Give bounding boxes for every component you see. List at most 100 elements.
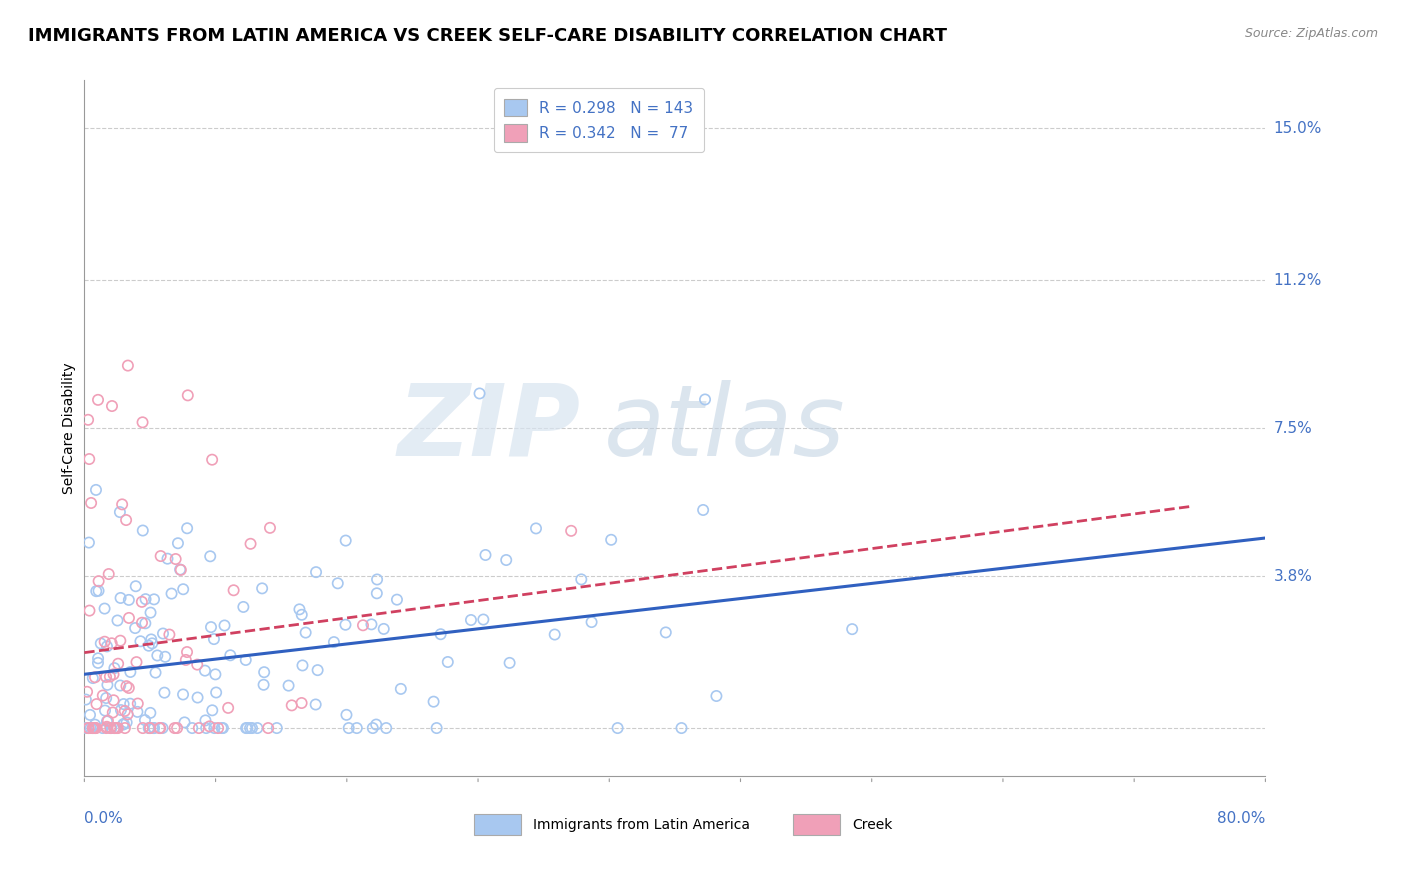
Point: [110, 633, 132, 648]
Point: [127, 705, 149, 719]
Point: [186, 657, 208, 672]
Point: [156, 551, 179, 566]
Point: [606, 721, 628, 735]
Point: [375, 721, 398, 735]
Point: [87, 392, 110, 407]
Point: [291, 696, 314, 710]
Point: [96, 640, 118, 654]
Point: [125, 655, 148, 669]
Point: [97, 567, 120, 582]
Point: [198, 719, 221, 733]
Point: [187, 721, 209, 735]
Point: [172, 582, 194, 597]
Point: [87, 656, 110, 670]
Point: [219, 648, 242, 663]
Point: [132, 524, 155, 538]
Point: [111, 717, 134, 731]
Point: [194, 714, 217, 728]
Point: [139, 606, 162, 620]
Point: [232, 599, 254, 614]
Point: [82, 721, 104, 735]
Point: [671, 721, 693, 735]
Point: [160, 586, 183, 600]
Point: [692, 503, 714, 517]
Point: [149, 721, 172, 735]
Point: [107, 721, 129, 735]
Point: [112, 697, 135, 711]
Point: [194, 664, 217, 678]
Point: [84, 483, 107, 497]
Point: [103, 693, 125, 707]
Point: [841, 622, 863, 636]
Point: [366, 573, 388, 587]
Point: [524, 521, 547, 535]
Point: [120, 665, 142, 679]
Point: [96, 721, 118, 735]
Text: Creek: Creek: [852, 818, 893, 831]
Point: [112, 717, 135, 731]
Point: [82, 671, 104, 685]
Text: atlas: atlas: [605, 380, 845, 476]
Point: [94, 704, 117, 718]
Point: [280, 698, 302, 713]
Point: [187, 690, 209, 705]
Point: [87, 574, 110, 589]
Point: [134, 616, 156, 631]
Point: [97, 714, 120, 728]
Point: [152, 721, 174, 735]
Point: [204, 667, 226, 681]
Point: [82, 721, 104, 735]
Point: [107, 614, 129, 628]
Point: [252, 678, 274, 692]
Point: [165, 552, 187, 566]
Point: [141, 632, 163, 647]
Text: 15.0%: 15.0%: [1274, 120, 1322, 136]
Point: [157, 627, 180, 641]
Point: [560, 524, 582, 538]
Point: [277, 679, 299, 693]
Point: [335, 533, 357, 548]
Point: [84, 717, 107, 731]
Y-axis label: Self-Care Disability: Self-Care Disability: [62, 362, 76, 494]
Point: [167, 536, 190, 550]
Point: [84, 670, 107, 684]
Point: [118, 611, 141, 625]
Point: [96, 720, 118, 734]
Point: [200, 549, 222, 564]
Point: [115, 679, 138, 693]
Point: [176, 521, 198, 535]
Point: [96, 678, 118, 692]
Point: [291, 658, 314, 673]
Point: [693, 392, 716, 407]
Point: [207, 721, 229, 735]
Point: [581, 615, 603, 629]
Point: [77, 452, 100, 467]
Text: ZIP: ZIP: [398, 380, 581, 476]
Point: [77, 535, 100, 549]
Text: 3.8%: 3.8%: [1274, 568, 1313, 583]
Point: [236, 721, 259, 735]
Point: [176, 645, 198, 659]
Point: [90, 636, 112, 650]
Point: [385, 592, 408, 607]
Point: [294, 625, 316, 640]
Point: [472, 613, 495, 627]
Point: [240, 721, 263, 735]
Point: [105, 721, 128, 735]
Point: [143, 721, 166, 735]
Text: 11.2%: 11.2%: [1274, 273, 1322, 288]
Point: [211, 721, 233, 735]
Point: [148, 721, 170, 735]
Point: [103, 661, 125, 675]
Point: [139, 721, 162, 735]
Point: [131, 615, 153, 630]
Point: [110, 591, 132, 605]
Point: [80, 496, 103, 510]
Point: [153, 649, 176, 664]
Point: [110, 703, 132, 717]
Point: [335, 707, 357, 722]
Point: [83, 721, 105, 735]
Point: [84, 584, 107, 599]
Point: [170, 563, 193, 577]
Legend: R = 0.298   N = 143, R = 0.342   N =  77: R = 0.298 N = 143, R = 0.342 N = 77: [494, 88, 704, 153]
